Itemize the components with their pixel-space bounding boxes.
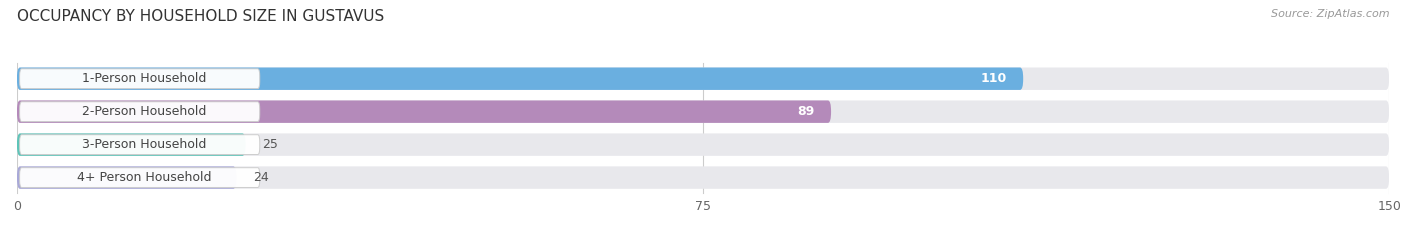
FancyBboxPatch shape: [17, 100, 831, 123]
FancyBboxPatch shape: [20, 168, 260, 188]
Text: 4+ Person Household: 4+ Person Household: [76, 171, 211, 184]
FancyBboxPatch shape: [17, 134, 1389, 156]
Text: Source: ZipAtlas.com: Source: ZipAtlas.com: [1271, 9, 1389, 19]
FancyBboxPatch shape: [17, 68, 1389, 90]
Text: OCCUPANCY BY HOUSEHOLD SIZE IN GUSTAVUS: OCCUPANCY BY HOUSEHOLD SIZE IN GUSTAVUS: [17, 9, 384, 24]
Text: 1-Person Household: 1-Person Household: [82, 72, 207, 85]
Text: 24: 24: [253, 171, 269, 184]
Text: 25: 25: [262, 138, 278, 151]
FancyBboxPatch shape: [17, 166, 236, 189]
FancyBboxPatch shape: [20, 102, 260, 122]
Text: 2-Person Household: 2-Person Household: [82, 105, 207, 118]
FancyBboxPatch shape: [20, 135, 260, 154]
FancyBboxPatch shape: [17, 68, 1024, 90]
FancyBboxPatch shape: [20, 69, 260, 89]
FancyBboxPatch shape: [17, 100, 1389, 123]
Text: 89: 89: [797, 105, 814, 118]
Text: 3-Person Household: 3-Person Household: [82, 138, 207, 151]
FancyBboxPatch shape: [17, 166, 1389, 189]
FancyBboxPatch shape: [17, 134, 246, 156]
Text: 110: 110: [980, 72, 1007, 85]
